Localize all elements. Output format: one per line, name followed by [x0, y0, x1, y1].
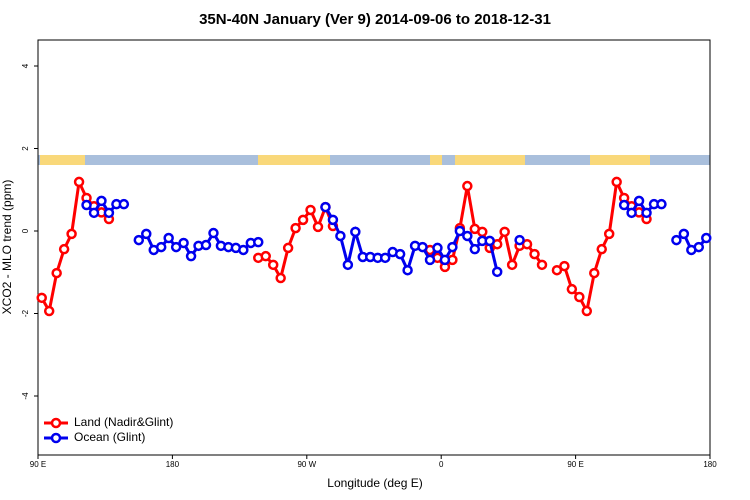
point: [589, 267, 600, 279]
point: [671, 234, 682, 246]
point: [133, 234, 145, 246]
point: [559, 260, 570, 272]
point: [603, 228, 615, 240]
point: [402, 264, 413, 276]
point: [312, 221, 324, 233]
point: [275, 272, 286, 284]
point: [521, 238, 533, 250]
point: [253, 236, 264, 248]
point: [394, 248, 406, 260]
point: [506, 259, 518, 271]
point: [574, 291, 585, 303]
point: [208, 227, 219, 239]
point: [297, 214, 309, 226]
point: [141, 228, 152, 240]
point: [678, 228, 690, 240]
point: [185, 250, 197, 262]
point: [36, 292, 47, 304]
point: [626, 207, 637, 219]
y-tick-label: 0: [21, 228, 30, 233]
point: [454, 225, 466, 237]
point: [350, 226, 361, 238]
point: [536, 259, 548, 271]
point: [462, 180, 473, 192]
point: [163, 232, 174, 244]
x-tick-label: 180: [703, 460, 717, 469]
x-tick-label: 90 E: [567, 460, 583, 469]
point: [491, 266, 503, 278]
point: [477, 226, 488, 238]
point: [656, 198, 667, 210]
point: [155, 241, 167, 253]
y-tick-label: 4: [21, 63, 30, 68]
legend-marker: [50, 432, 62, 444]
x-tick-label: 180: [166, 460, 180, 469]
x-tick-label: 90 E: [30, 460, 46, 469]
point: [290, 222, 301, 234]
point: [170, 241, 182, 253]
point: [514, 234, 525, 246]
point: [118, 198, 130, 210]
x-tick-label: 90 W: [297, 460, 316, 469]
point: [267, 259, 279, 271]
point: [81, 199, 92, 211]
point: [335, 230, 346, 242]
y-tick-label: 2: [21, 146, 30, 151]
point: [320, 201, 331, 213]
chart-title: 35N-40N January (Ver 9) 2014-09-06 to 20…: [199, 11, 551, 28]
point: [484, 235, 495, 247]
point: [633, 195, 645, 207]
point: [43, 305, 55, 317]
y-tick-label: -2: [21, 309, 30, 317]
point: [581, 305, 593, 317]
legend-label: Land (Nadir&Glint): [74, 415, 173, 429]
point: [73, 176, 85, 188]
point: [178, 237, 189, 249]
point: [58, 243, 70, 255]
point: [611, 176, 622, 188]
legend-label: Ocean (Glint): [74, 430, 145, 444]
point: [439, 254, 451, 266]
point: [499, 226, 510, 238]
point: [551, 264, 563, 276]
point: [641, 207, 652, 219]
x-axis-label: Longitude (deg E): [327, 476, 422, 490]
point: [260, 250, 271, 262]
point: [238, 244, 249, 256]
point: [424, 254, 436, 266]
point: [566, 283, 578, 295]
point: [469, 243, 481, 255]
point: [618, 199, 630, 211]
land-ocean-strip: [38, 155, 710, 165]
point: [529, 248, 540, 260]
point: [432, 242, 443, 254]
point: [342, 259, 354, 271]
plot-frame: [37, 39, 711, 456]
point: [327, 214, 339, 226]
point: [88, 207, 100, 219]
point: [96, 195, 107, 207]
legend-marker: [50, 417, 62, 429]
point: [282, 242, 294, 254]
point: [103, 207, 115, 219]
x-tick-label: 0: [439, 460, 444, 469]
point: [701, 232, 712, 244]
y-tick-label: -4: [21, 392, 30, 400]
point: [200, 239, 212, 251]
point: [693, 241, 705, 253]
point: [417, 241, 428, 253]
point: [51, 267, 62, 279]
point: [305, 204, 316, 216]
point: [66, 228, 77, 240]
point: [379, 252, 391, 264]
point: [447, 241, 458, 253]
point: [596, 243, 607, 255]
y-axis-label: XCO2 - MLO trend (ppm): [0, 180, 14, 315]
point: [462, 230, 473, 242]
